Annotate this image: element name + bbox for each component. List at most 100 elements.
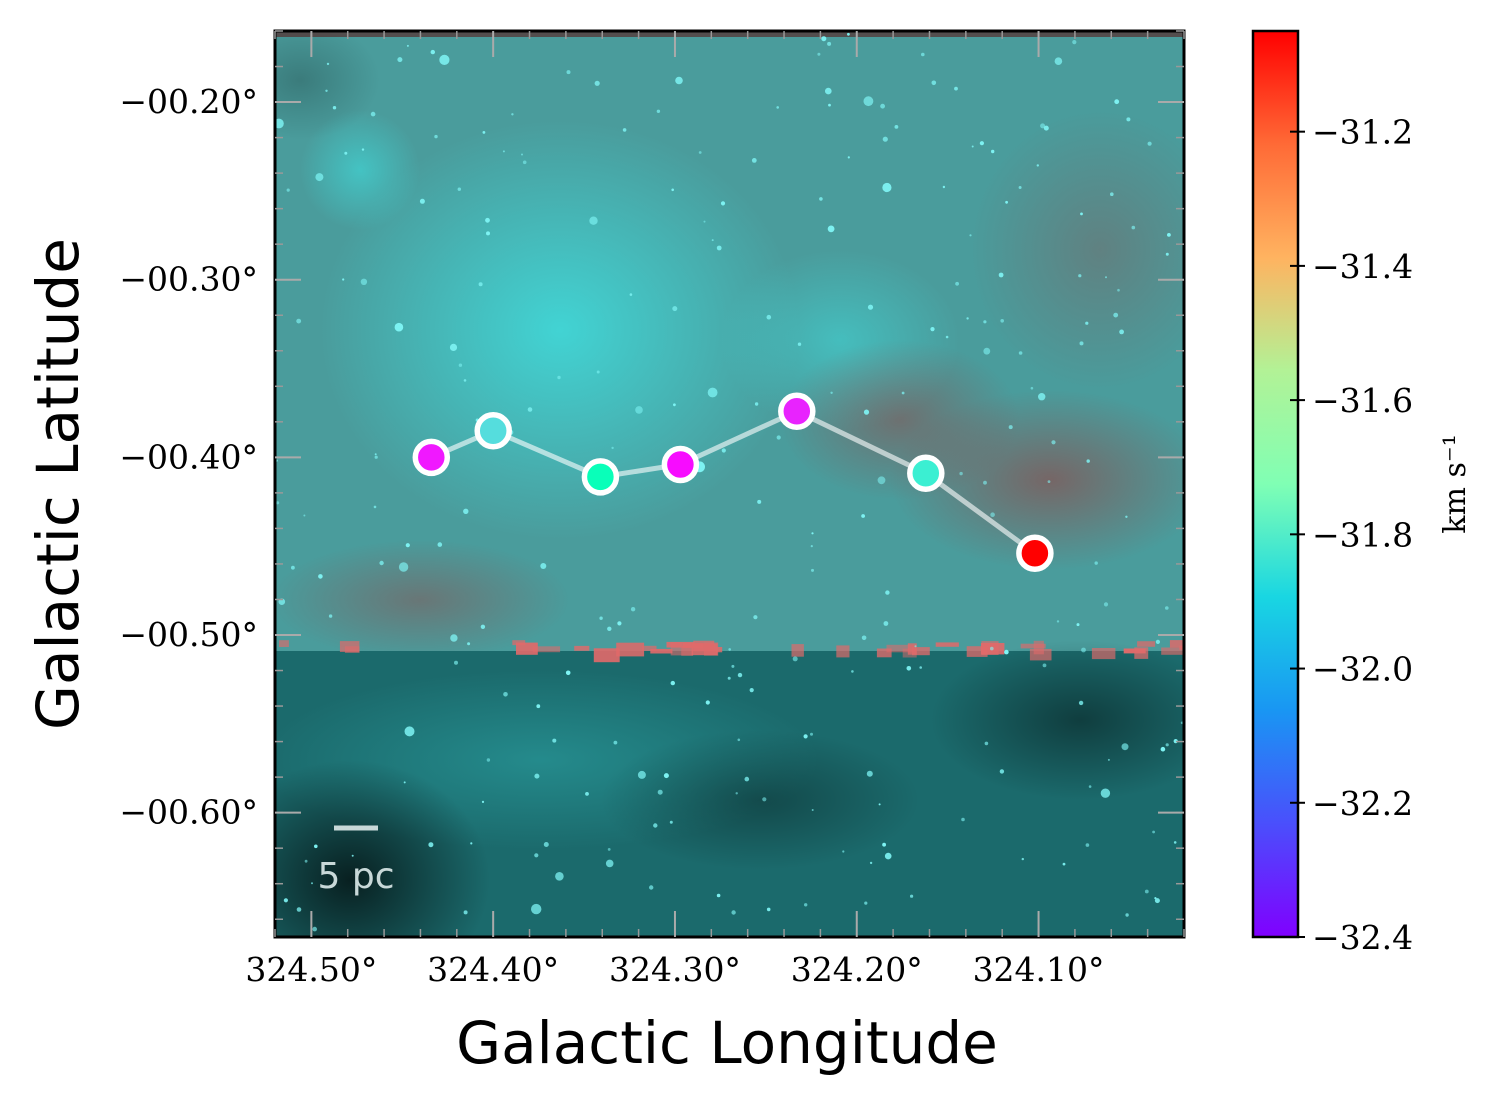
star (731, 664, 735, 668)
star (482, 131, 486, 134)
star (540, 563, 547, 569)
x-tick-label: 324.10° (973, 950, 1105, 989)
star (622, 128, 627, 132)
red-strip-pixel (1091, 648, 1116, 660)
star (797, 342, 802, 346)
red-strip-pixel (1134, 647, 1149, 659)
colorbar (1253, 31, 1298, 937)
star (827, 41, 832, 46)
star (705, 700, 710, 705)
star (776, 106, 779, 109)
star (1154, 897, 1157, 900)
star (304, 859, 308, 863)
star (998, 272, 1004, 278)
star (884, 852, 892, 860)
star (1081, 647, 1086, 653)
red-strip-pixel (715, 647, 723, 653)
star (470, 842, 473, 845)
star (1165, 252, 1169, 256)
y-tick-label: −00.30° (119, 260, 258, 299)
star (1107, 758, 1110, 761)
star (481, 800, 485, 804)
y-tick-label: −00.60° (119, 793, 258, 832)
star (296, 907, 302, 912)
star (419, 198, 425, 204)
star (749, 688, 754, 693)
star (754, 402, 759, 406)
colorbar-frame (1251, 29, 1300, 939)
star (757, 499, 762, 504)
star (675, 76, 683, 85)
clump-point (661, 445, 700, 484)
star (1080, 212, 1083, 216)
star (1125, 515, 1128, 518)
star (503, 692, 508, 697)
star (819, 197, 823, 201)
star (830, 391, 833, 394)
star (585, 792, 589, 796)
star (864, 901, 868, 905)
star (762, 797, 767, 802)
star (955, 281, 959, 286)
star (656, 109, 661, 114)
star (885, 590, 890, 595)
star (983, 320, 987, 324)
star (1121, 743, 1129, 751)
star (344, 151, 348, 155)
star (522, 160, 527, 165)
red-strip-pixel (532, 646, 561, 653)
star (930, 327, 935, 332)
star (999, 769, 1005, 774)
star (1038, 393, 1046, 401)
star (1088, 785, 1092, 788)
y-axis-label: Galactic Latitude (24, 238, 92, 730)
red-strip-pixel (1020, 643, 1046, 649)
star (463, 508, 469, 514)
star (1105, 276, 1107, 279)
red-strip-pixel (704, 642, 719, 656)
red-strip-pixel (886, 644, 915, 653)
star (332, 106, 337, 110)
red-strip-pixel (693, 640, 715, 652)
star (711, 239, 714, 242)
clump-point (1016, 534, 1054, 573)
red-strip-pixel (935, 642, 959, 647)
star (1125, 913, 1129, 917)
star (842, 850, 845, 853)
star (810, 545, 813, 548)
star (878, 803, 881, 806)
star (1167, 233, 1171, 237)
star (861, 514, 865, 518)
red-strip-pixel (876, 648, 892, 658)
sky-image (275, 31, 1184, 937)
star (672, 306, 678, 312)
scale-bar: 5 pc (318, 825, 395, 897)
star (596, 370, 600, 374)
star (276, 501, 280, 505)
star (728, 648, 731, 651)
star (727, 676, 731, 680)
star (880, 103, 885, 109)
clump-point (474, 411, 512, 450)
star (825, 87, 832, 95)
star (716, 893, 721, 898)
colorbar-tick-label: −31.6 (1312, 381, 1413, 420)
y-tick-label: −00.50° (119, 615, 258, 654)
star (1030, 386, 1034, 390)
red-strip-pixel (593, 648, 620, 663)
clump-point (412, 438, 451, 477)
star (611, 446, 614, 450)
star (1165, 743, 1169, 747)
star (454, 660, 458, 665)
star (894, 125, 899, 129)
star (961, 817, 965, 822)
star (1008, 425, 1013, 430)
star (811, 568, 814, 572)
star (1103, 602, 1109, 607)
y-axis-ticks: −00.20° −00.30° −00.40° −00.50° −00.60° (119, 82, 1184, 832)
star (707, 387, 718, 398)
star (374, 453, 377, 456)
star (1154, 898, 1160, 904)
red-strip-pixel (574, 645, 590, 651)
